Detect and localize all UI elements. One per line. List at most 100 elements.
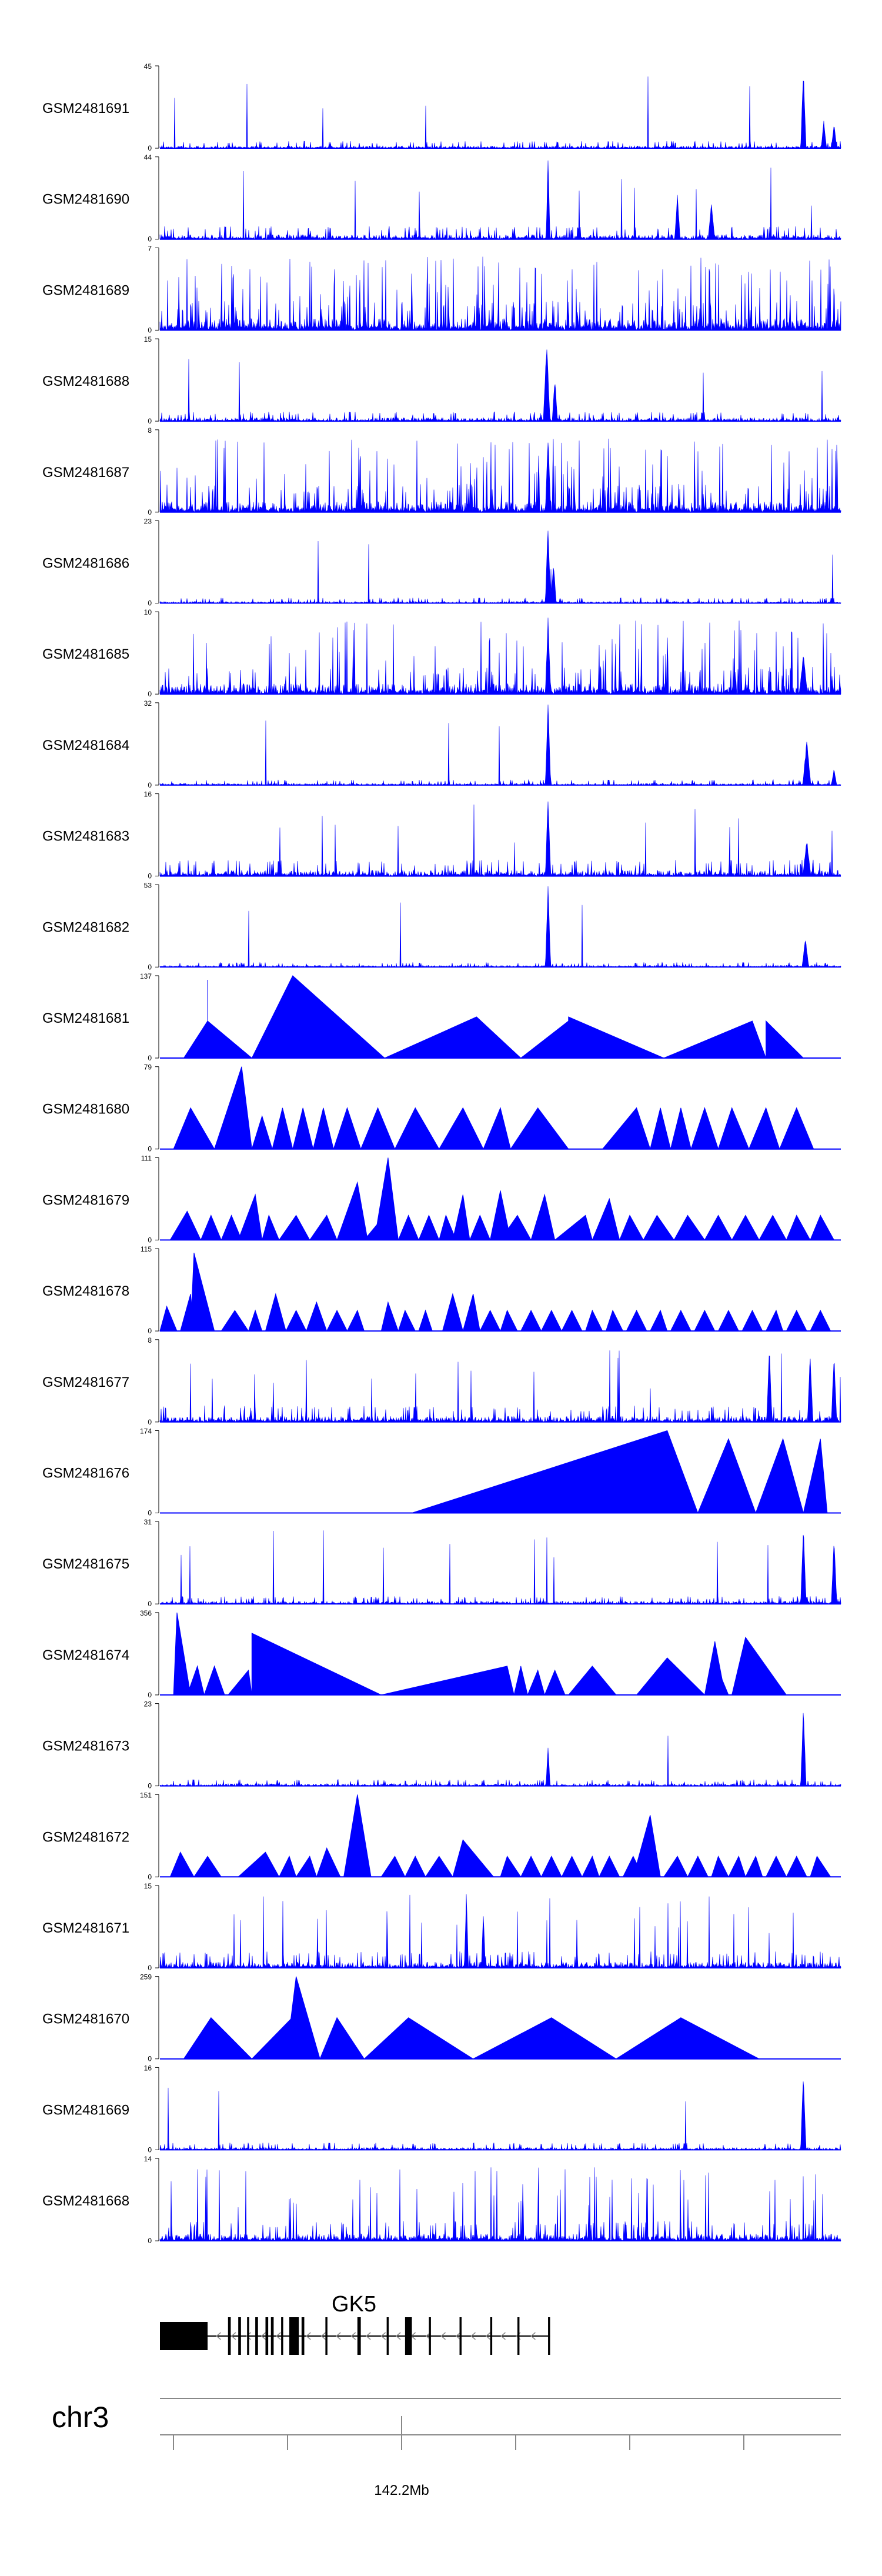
gene-exon xyxy=(255,2317,258,2355)
coverage-block xyxy=(513,1666,528,1696)
y-max-label: 23 xyxy=(144,1700,152,1709)
coverage-block xyxy=(183,2017,253,2060)
coverage-block xyxy=(731,1636,787,1696)
coverage-block xyxy=(483,1107,512,1150)
coverage-block xyxy=(765,1309,784,1332)
coverage-block xyxy=(561,1309,583,1332)
y-min-label: 0 xyxy=(148,508,152,516)
coverage-block xyxy=(309,1214,338,1240)
coverage-block xyxy=(316,1847,341,1877)
coverage-block xyxy=(745,1855,763,1877)
coverage-block xyxy=(670,1107,691,1150)
track-GSM2481670: GSM2481670 259 0 xyxy=(42,1973,841,2063)
coverage-block xyxy=(312,1107,334,1150)
y-min-label: 0 xyxy=(148,1327,152,1335)
track-label: GSM2481681 xyxy=(42,1010,129,1026)
coverage-block xyxy=(262,1214,280,1240)
coverage-block xyxy=(473,2017,617,2060)
coverage-signal xyxy=(159,618,841,695)
coverage-block xyxy=(567,1666,617,1696)
track-GSM2481684: GSM2481684 32 0 xyxy=(42,699,841,789)
coverage-block xyxy=(704,1641,726,1696)
coverage-block xyxy=(527,1669,545,1696)
y-min-label: 0 xyxy=(148,1236,152,1244)
coverage-block xyxy=(520,1309,542,1332)
coverage-signal xyxy=(159,256,841,331)
track-GSM2481682: GSM2481682 53 0 xyxy=(42,881,841,971)
coverage-block xyxy=(694,1309,716,1332)
coverage-block xyxy=(717,1107,750,1150)
track-GSM2481686: GSM2481686 23 0 xyxy=(42,518,841,608)
coverage-block xyxy=(585,1309,603,1332)
gene-exon xyxy=(517,2317,520,2355)
track-label: GSM2481675 xyxy=(42,1556,129,1572)
strand-arrow xyxy=(350,2332,356,2340)
y-max-label: 137 xyxy=(140,972,152,980)
coverage-signal xyxy=(159,801,841,877)
coverage-block xyxy=(605,1309,624,1332)
coverage-block xyxy=(394,1107,440,1150)
coverage-signal xyxy=(159,76,841,149)
strand-arrow xyxy=(366,2332,371,2340)
y-min-label: 0 xyxy=(148,326,152,334)
coverage-signal xyxy=(159,886,841,968)
coverage-block xyxy=(336,1181,368,1240)
coverage-block xyxy=(510,1107,569,1150)
coverage-block xyxy=(285,1309,307,1332)
coverage-block xyxy=(425,1856,453,1877)
coverage-block xyxy=(374,1157,399,1240)
coverage-block xyxy=(786,1214,811,1240)
gene-exon xyxy=(429,2317,431,2355)
coverage-block xyxy=(278,1214,310,1240)
strand-arrow xyxy=(320,2332,326,2340)
coverage-block xyxy=(520,1856,542,1877)
y-min-label: 0 xyxy=(148,1873,152,1881)
coverage-signal xyxy=(159,2167,841,2241)
y-max-label: 15 xyxy=(144,335,152,343)
track-GSM2481672: GSM2481672 151 0 xyxy=(42,1791,841,1881)
coverage-block xyxy=(237,1851,280,1877)
genomic-position-label: 142.2Mb xyxy=(374,2482,429,2498)
y-max-label: 79 xyxy=(144,1063,152,1072)
coverage-block xyxy=(220,1214,242,1240)
track-label: GSM2481671 xyxy=(42,1920,129,1936)
strand-arrow xyxy=(455,2332,461,2340)
coverage-block xyxy=(278,1855,297,1877)
coverage-block xyxy=(554,1214,593,1240)
strand-arrow xyxy=(470,2332,476,2340)
coverage-block xyxy=(786,1309,807,1332)
coverage-block xyxy=(251,975,386,1059)
coverage-block xyxy=(159,1305,178,1332)
coverage-block xyxy=(619,1214,644,1240)
track-label: GSM2481678 xyxy=(42,1283,129,1299)
coverage-block xyxy=(248,1309,263,1332)
track-label: GSM2481691 xyxy=(42,101,129,116)
gene-label: GK5 xyxy=(332,2292,376,2317)
coverage-block xyxy=(636,1657,706,1696)
coverage-block xyxy=(602,1107,651,1150)
track-label: GSM2481680 xyxy=(42,1102,129,1117)
coverage-block xyxy=(673,1214,706,1240)
y-min-label: 0 xyxy=(148,1418,152,1426)
track-label: GSM2481688 xyxy=(42,373,129,389)
track-label: GSM2481670 xyxy=(42,2011,129,2027)
track-GSM2481688: GSM2481688 15 0 xyxy=(42,335,841,425)
coverage-block xyxy=(500,1309,518,1332)
coverage-block xyxy=(397,1214,419,1240)
coverage-block xyxy=(544,1669,566,1696)
coverage-block xyxy=(697,1438,756,1513)
track-GSM2481683: GSM2481683 16 0 xyxy=(42,790,841,880)
coverage-block xyxy=(397,1309,416,1332)
coverage-block xyxy=(442,1293,463,1332)
coverage-block xyxy=(292,1107,314,1150)
coverage-block xyxy=(360,1107,396,1150)
coverage-block xyxy=(418,1214,440,1240)
coverage-signal xyxy=(159,160,841,240)
track-GSM2481679: GSM2481679 111 0 xyxy=(42,1154,841,1244)
coverage-block xyxy=(363,2017,475,2060)
gene-annotation-track: GK5 xyxy=(160,2292,550,2355)
coverage-block xyxy=(649,1309,668,1332)
coverage-block xyxy=(203,1665,225,1696)
coverage-block xyxy=(285,1976,320,2060)
coverage-block xyxy=(469,1214,491,1240)
